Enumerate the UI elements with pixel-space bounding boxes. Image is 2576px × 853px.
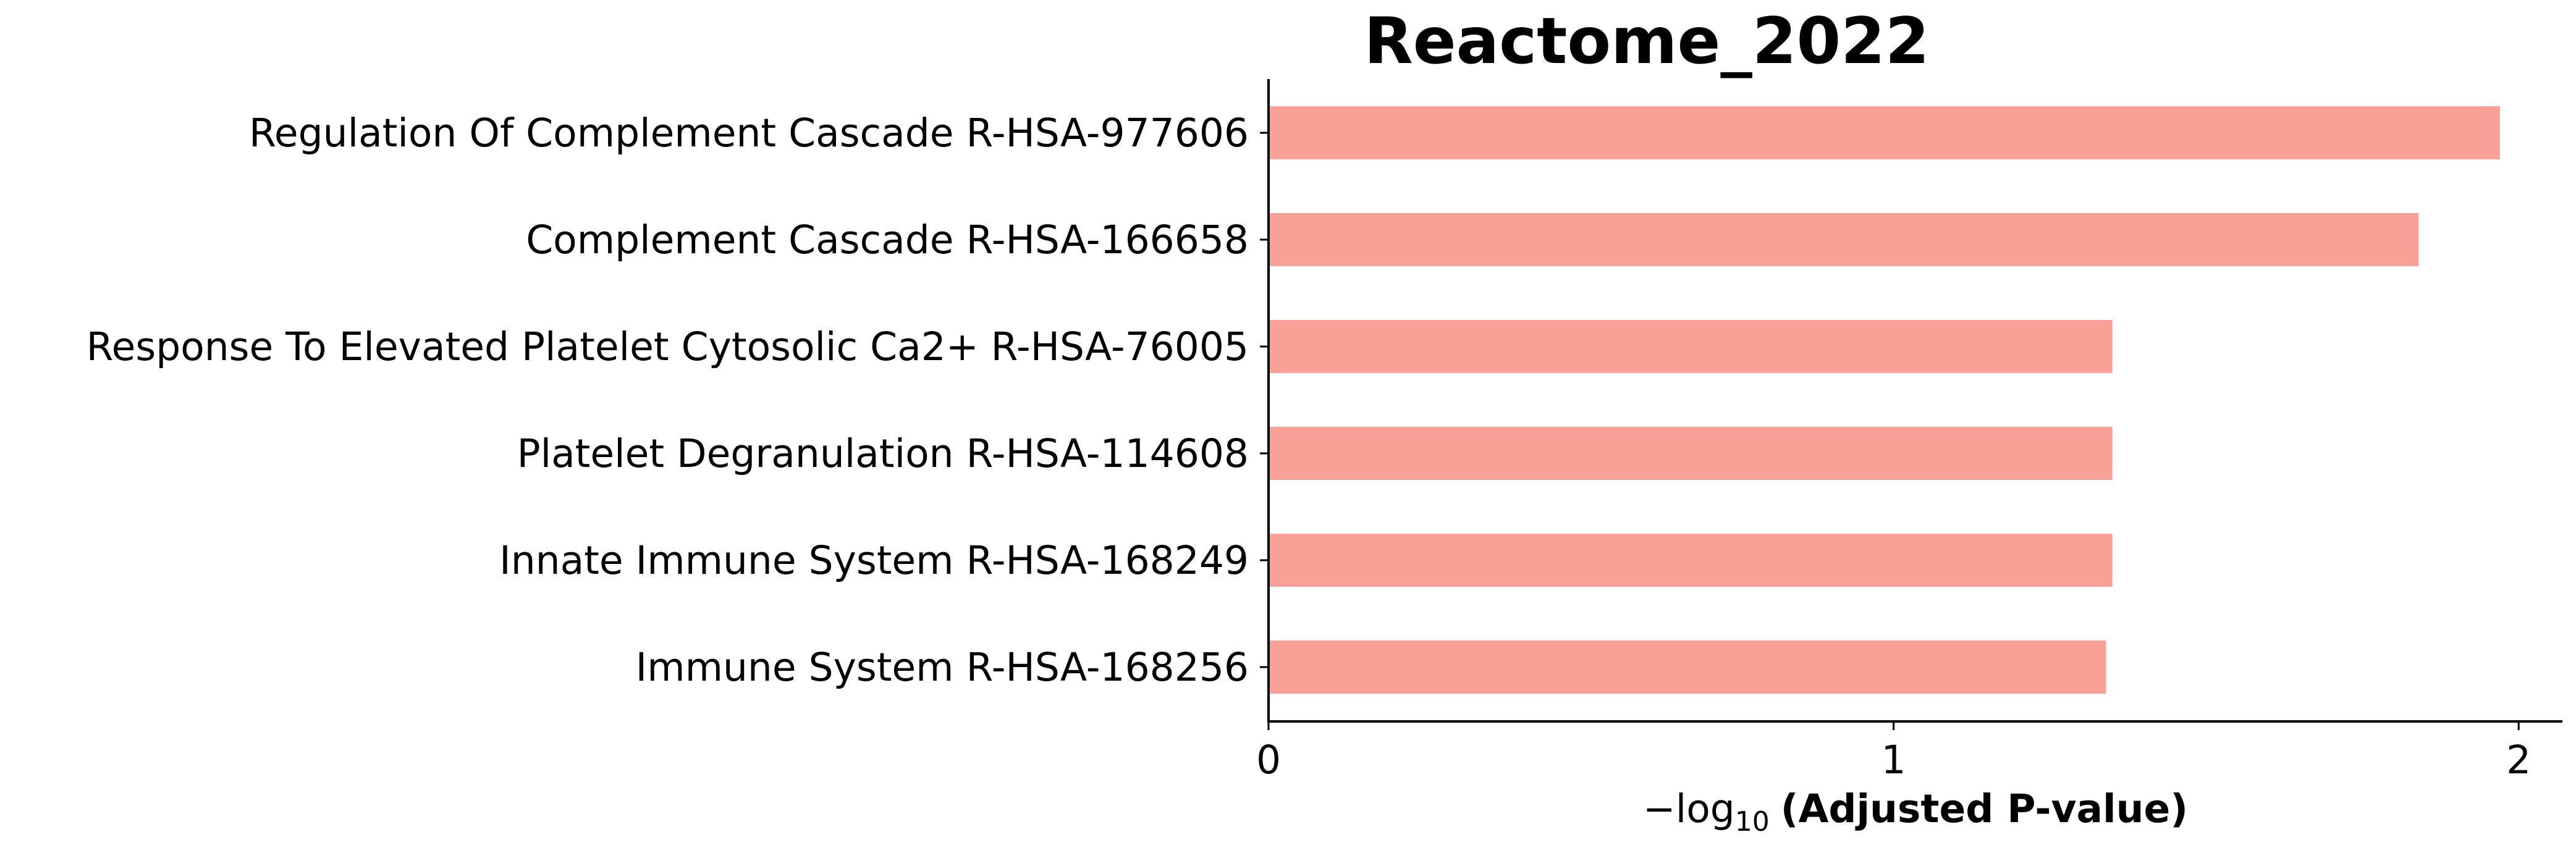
x-axis-label-prefix: −log <box>1643 786 1735 831</box>
x-ticks: 0 1 2 <box>1256 721 2531 783</box>
bar-5 <box>1269 641 2106 694</box>
x-tick-label-2: 2 <box>2506 737 2531 783</box>
x-axis-label-main: (Adjusted P-value) <box>1781 786 2188 831</box>
category-label-4: Innate Immune System R-HSA-168249 <box>499 538 1249 583</box>
category-label-5: Immune System R-HSA-168256 <box>636 645 1249 690</box>
x-tick-label-1: 1 <box>1881 737 1906 783</box>
chart-title: Reactome_2022 <box>1364 4 1929 78</box>
x-tick-label-0: 0 <box>1256 737 1281 783</box>
category-label-0: Regulation Of Complement Cascade R-HSA-9… <box>249 111 1249 156</box>
category-label-1: Complement Cascade R-HSA-166658 <box>526 217 1249 263</box>
x-axis-label-subscript: 10 <box>1735 806 1770 838</box>
bar-4 <box>1269 534 2113 587</box>
category-labels: Regulation Of Complement Cascade R-HSA-9… <box>87 111 1269 690</box>
bar-1 <box>1269 213 2419 266</box>
bars-layer <box>1269 106 2500 694</box>
x-axis-label: −log10 (Adjusted P-value) <box>1643 786 2188 838</box>
category-label-2: Response To Elevated Platelet Cytosolic … <box>87 324 1249 369</box>
bar-3 <box>1269 427 2113 480</box>
bar-2 <box>1269 320 2113 373</box>
bar-0 <box>1269 106 2500 159</box>
category-label-3: Platelet Degranulation R-HSA-114608 <box>517 431 1249 476</box>
